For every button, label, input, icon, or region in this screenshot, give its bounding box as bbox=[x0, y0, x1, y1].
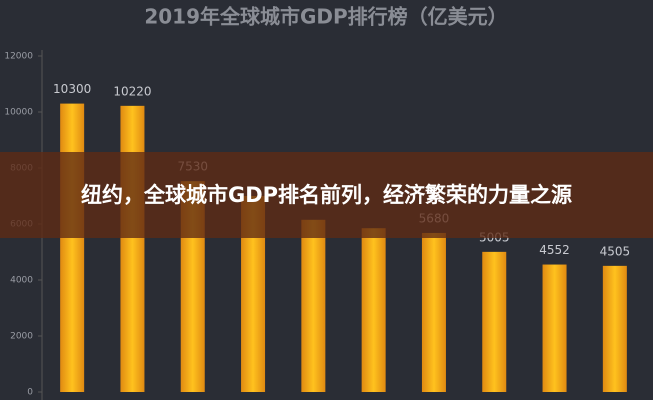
bar bbox=[301, 219, 326, 392]
chart-title: 2019年全球城市GDP排行榜（亿美元） bbox=[144, 5, 507, 29]
value-label: 4505 bbox=[600, 244, 631, 258]
y-tick-label: 2000 bbox=[10, 332, 33, 342]
value-label: 10300 bbox=[53, 82, 91, 96]
bar bbox=[120, 105, 145, 392]
bar bbox=[542, 264, 567, 392]
bar bbox=[241, 196, 266, 392]
caption-banner: 纽约，全球城市GDP排名前列，经济繁荣的力量之源 bbox=[0, 152, 653, 238]
bar bbox=[60, 103, 85, 392]
y-tick-label: 4000 bbox=[10, 276, 33, 286]
bar bbox=[602, 265, 627, 392]
y-tick-label: 10000 bbox=[4, 108, 33, 118]
caption-text: 纽约，全球城市GDP排名前列，经济繁荣的力量之源 bbox=[80, 183, 573, 207]
y-tick-label: 12000 bbox=[4, 52, 33, 62]
value-label: 10220 bbox=[113, 84, 151, 98]
bar bbox=[421, 232, 446, 392]
y-tick-label: 0 bbox=[27, 388, 33, 398]
bar bbox=[361, 228, 386, 392]
value-label: 4552 bbox=[539, 243, 570, 257]
bar bbox=[482, 251, 507, 392]
